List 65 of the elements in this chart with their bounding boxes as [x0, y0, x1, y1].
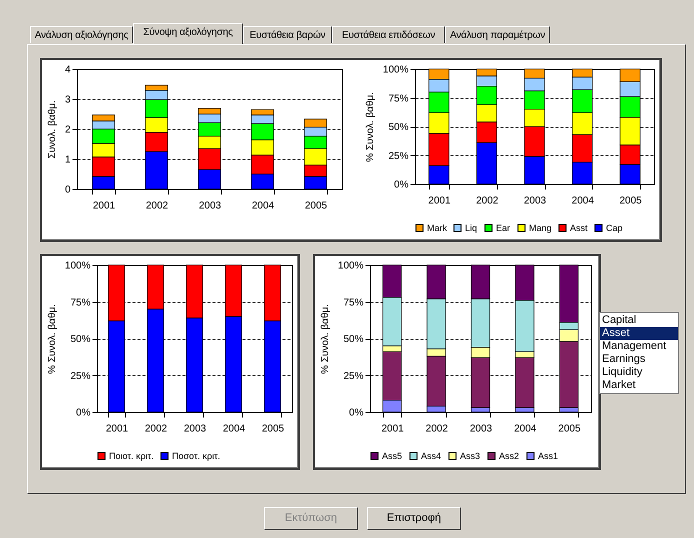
x-tick-label: 2002: [426, 424, 448, 434]
button: Εκτύπωση: [264, 507, 358, 530]
legend-label: Cap: [606, 222, 623, 233]
x-tick-label: 2003: [198, 200, 222, 212]
tab: Σύνοψη αξιολόγησης: [133, 23, 243, 44]
tab: Ευστάθεια επιδόσεων: [332, 26, 445, 43]
y-tick-label: 100%: [382, 64, 409, 76]
x-tick-label: 2005: [558, 424, 581, 434]
x-tick-label: 2004: [222, 424, 246, 434]
y-tick-label: 0%: [349, 408, 364, 418]
x-tick-label: 2001: [381, 424, 404, 434]
x-tick-label: 2002: [146, 200, 169, 212]
legend-label: Mang: [529, 222, 552, 233]
button: Επιστροφή: [367, 507, 461, 530]
y-tick-label: 75%: [388, 93, 409, 104]
y-tick-label: 3: [64, 94, 71, 106]
y-tick-label: 0: [64, 184, 71, 196]
x-tick-label: 2001: [428, 196, 451, 206]
y-tick-label: 100%: [338, 260, 364, 272]
y-tick-label: 100%: [64, 260, 91, 272]
y-axis-title: % Συνολ. βαθμ.: [320, 304, 331, 374]
x-tick-label: 2003: [470, 424, 493, 434]
tab: Ευστάθεια βαρών: [243, 26, 332, 43]
legend-label: Liq: [465, 222, 478, 233]
y-tick-label: 25%: [70, 370, 91, 382]
tab: Ανάλυση παραμέτρων: [445, 26, 550, 43]
y-tick-label: 1: [64, 154, 71, 166]
legend-label: Ποσοτ. κριτ.: [172, 450, 220, 461]
legend-label: Ass2: [499, 450, 520, 461]
legend-label: Asst: [570, 222, 588, 233]
legend-label: Ass4: [421, 450, 442, 461]
y-tick-label: 50%: [388, 122, 409, 133]
legend-label: Ass3: [460, 450, 480, 461]
tab: Ανάλυση αξιολόγησης: [30, 26, 133, 43]
legend-label: Ear: [496, 222, 510, 233]
y-tick-label: 75%: [70, 297, 91, 308]
x-tick-label: 2001: [92, 200, 116, 212]
x-tick-label: 2003: [524, 196, 547, 206]
y-tick-label: 50%: [343, 334, 364, 345]
y-tick-label: 0%: [394, 180, 409, 190]
x-tick-label: 2002: [144, 424, 168, 434]
y-tick-label: 2: [64, 124, 71, 136]
x-tick-label: 2005: [262, 424, 285, 434]
y-tick-label: 25%: [388, 150, 409, 162]
legend-label: Mark: [427, 222, 448, 233]
x-tick-label: 2002: [476, 196, 499, 206]
x-tick-label: 2003: [184, 424, 207, 434]
y-tick-label: 25%: [343, 370, 364, 382]
x-tick-label: 2001: [106, 424, 129, 434]
y-axis-title: Συνολ. βαθμ.: [46, 100, 58, 159]
y-tick-label: 75%: [343, 297, 364, 308]
x-tick-label: 2005: [619, 196, 642, 206]
y-tick-label: 50%: [70, 334, 91, 345]
x-tick-label: 2004: [252, 200, 275, 212]
legend-label: Ποιοτ. κριτ.: [109, 450, 154, 461]
y-axis-title: % Συνολ. βαθμ.: [364, 92, 376, 162]
list-box: Capital Asset Management Earnings Liquidity Market: [599, 312, 679, 394]
y-tick-label: 4: [64, 64, 71, 76]
legend-label: Ass5: [382, 450, 402, 461]
x-tick-label: 2004: [572, 196, 594, 206]
y-axis-title: % Συνολ. βαθμ.: [46, 304, 58, 374]
x-tick-label: 2004: [514, 424, 537, 434]
x-tick-label: 2005: [304, 200, 328, 212]
legend-label: Ass1: [538, 450, 558, 461]
y-tick-label: 0%: [76, 408, 91, 418]
